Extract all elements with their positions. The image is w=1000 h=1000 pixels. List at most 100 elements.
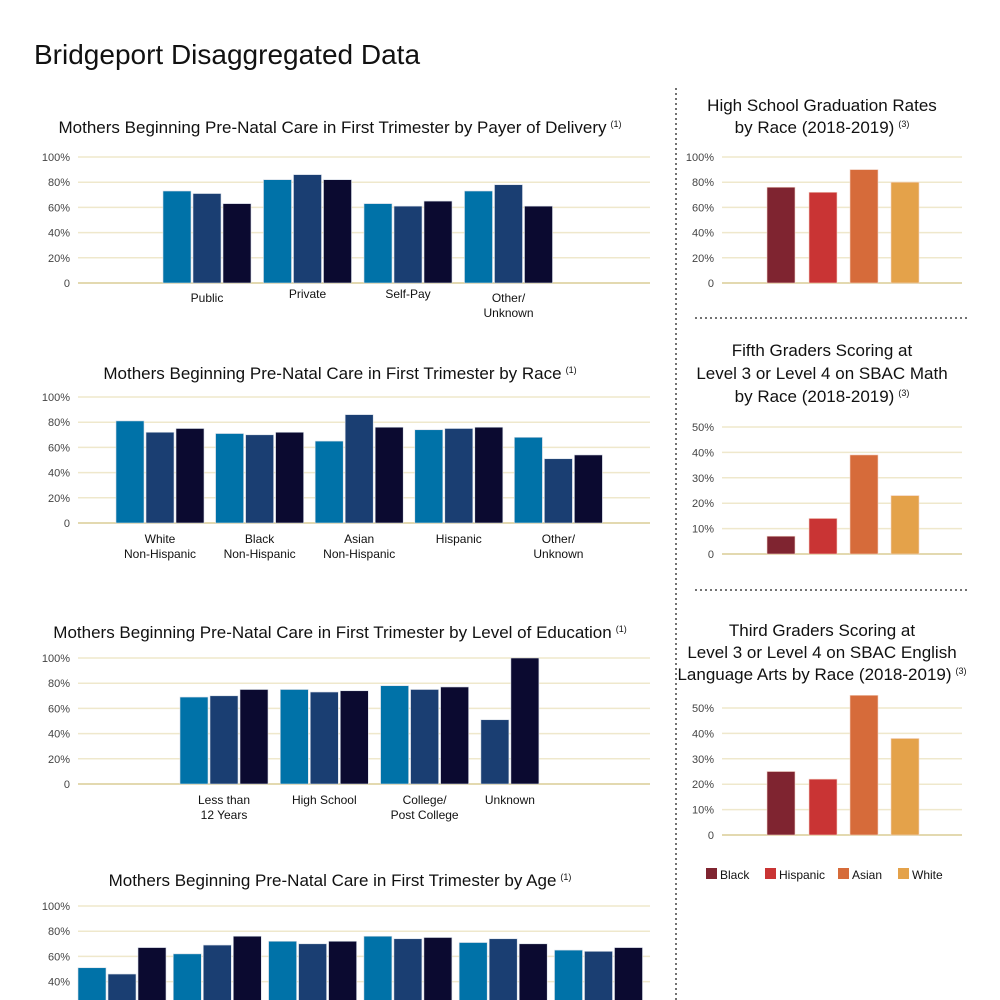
bar — [328, 940, 357, 1000]
chart-title: Mothers Beginning Pre-Natal Care in Firs… — [103, 364, 576, 383]
y-tick-label: 20% — [692, 498, 714, 510]
bar-white — [890, 181, 920, 284]
bar — [298, 943, 327, 1000]
bar — [393, 938, 423, 1000]
y-tick-label: 10% — [692, 524, 714, 536]
chart-footnote: (1) — [610, 119, 621, 129]
category-label: Unknown — [483, 306, 533, 320]
bar — [480, 719, 510, 785]
bar — [474, 426, 504, 524]
y-tick-label: 80% — [48, 177, 70, 189]
category-label: Black — [245, 532, 275, 546]
bar-black — [766, 535, 796, 555]
y-tick-label: 40% — [692, 728, 714, 740]
bar — [444, 428, 474, 524]
bar — [614, 947, 643, 1000]
legend: Black Hispanic Asian White — [706, 868, 943, 882]
chart-title-text: Third Graders Scoring at — [729, 621, 915, 640]
y-tick-label: 40% — [48, 468, 70, 480]
chart-footnote: (3) — [956, 666, 967, 676]
chart-title-line: Level 3 or Level 4 on SBAC English — [687, 643, 956, 662]
category-label: Other/ — [542, 532, 576, 546]
bar — [494, 184, 523, 284]
bar — [279, 689, 309, 785]
bar — [410, 689, 439, 785]
y-tick-label: 20% — [692, 253, 714, 265]
bar — [339, 690, 369, 785]
chart-title-text: by Race (2018-2019) — [735, 118, 895, 137]
bar — [107, 973, 137, 1000]
bar — [175, 428, 205, 524]
chart-title-line: High School Graduation Rates — [707, 96, 937, 115]
bar — [344, 414, 374, 524]
chart-age: Mothers Beginning Pre-Natal Care in Firs… — [42, 871, 650, 1000]
bar — [544, 458, 573, 524]
chart-title-text: Mothers Beginning Pre-Natal Care in Firs… — [109, 871, 557, 890]
y-tick-label: 50% — [692, 422, 714, 434]
bar — [423, 200, 453, 284]
y-tick-label: 30% — [692, 754, 714, 766]
category-label: Unknown — [533, 547, 583, 561]
y-tick-label: 0 — [708, 830, 714, 842]
bar — [393, 205, 423, 284]
legend-item: Hispanic — [765, 868, 825, 882]
y-tick-label: 10% — [692, 805, 714, 817]
bar-black — [766, 186, 796, 284]
y-tick-label: 40% — [48, 977, 70, 989]
category-label: Private — [289, 287, 327, 301]
chart-title: Mothers Beginning Pre-Natal Care in Firs… — [59, 118, 622, 137]
y-tick-label: 40% — [48, 729, 70, 741]
legend-swatch — [838, 868, 849, 879]
y-tick-label: 100% — [42, 901, 70, 913]
chart-title-text: by Race (2018-2019) — [735, 387, 895, 406]
chart-title-line: Third Graders Scoring at — [729, 621, 915, 640]
category-label: White — [145, 532, 176, 546]
bar — [414, 429, 444, 524]
chart-title-line: Fifth Graders Scoring at — [732, 341, 913, 360]
y-tick-label: 30% — [692, 473, 714, 485]
bar — [514, 437, 543, 524]
y-tick-label: 100% — [42, 392, 70, 404]
bar — [162, 190, 192, 284]
bar — [309, 691, 339, 785]
chart-title-text: Mothers Beginning Pre-Natal Care in Firs… — [53, 623, 611, 642]
bar — [423, 937, 453, 1000]
chart-title: Mothers Beginning Pre-Natal Care in Firs… — [109, 871, 572, 890]
bar — [77, 967, 107, 1000]
chart-title-line: by Race (2018-2019) (3) — [735, 387, 910, 406]
y-tick-label: 60% — [48, 703, 70, 715]
bar — [518, 943, 548, 1000]
y-tick-label: 80% — [48, 417, 70, 429]
category-label: Self-Pay — [385, 287, 430, 301]
bar-asian — [849, 169, 879, 284]
bar — [554, 949, 583, 1000]
legend-label: Black — [720, 868, 750, 882]
bar — [239, 689, 269, 785]
bar — [584, 951, 613, 1000]
chart-ela: Third Graders Scoring at Level 3 or Level… — [677, 621, 966, 842]
bar — [209, 695, 239, 785]
chart-payer: Mothers Beginning Pre-Natal Care in Firs… — [42, 118, 650, 320]
y-tick-label: 40% — [48, 228, 70, 240]
bar — [510, 657, 540, 785]
chart-footnote: (1) — [566, 365, 577, 375]
category-label: Public — [191, 291, 224, 305]
chart-title-line: Level 3 or Level 4 on SBAC Math — [696, 364, 947, 383]
legend-label: Hispanic — [779, 868, 825, 882]
chart-footnote: (1) — [560, 872, 571, 882]
y-tick-label: 60% — [48, 442, 70, 454]
category-label: Unknown — [485, 793, 535, 807]
bar — [215, 433, 244, 524]
bar-hispanic — [808, 518, 838, 555]
bar-hispanic — [808, 191, 838, 284]
legend-swatch — [706, 868, 717, 879]
y-tick-label: 80% — [48, 678, 70, 690]
chart-title-text: Language Arts by Race (2018-2019) — [677, 665, 951, 684]
bar — [173, 953, 202, 1000]
bar — [245, 434, 274, 524]
chart-title-text: Level 3 or Level 4 on SBAC Math — [696, 364, 947, 383]
bar — [222, 203, 252, 284]
category-label: Asian — [344, 532, 374, 546]
legend-item: Asian — [838, 868, 882, 882]
